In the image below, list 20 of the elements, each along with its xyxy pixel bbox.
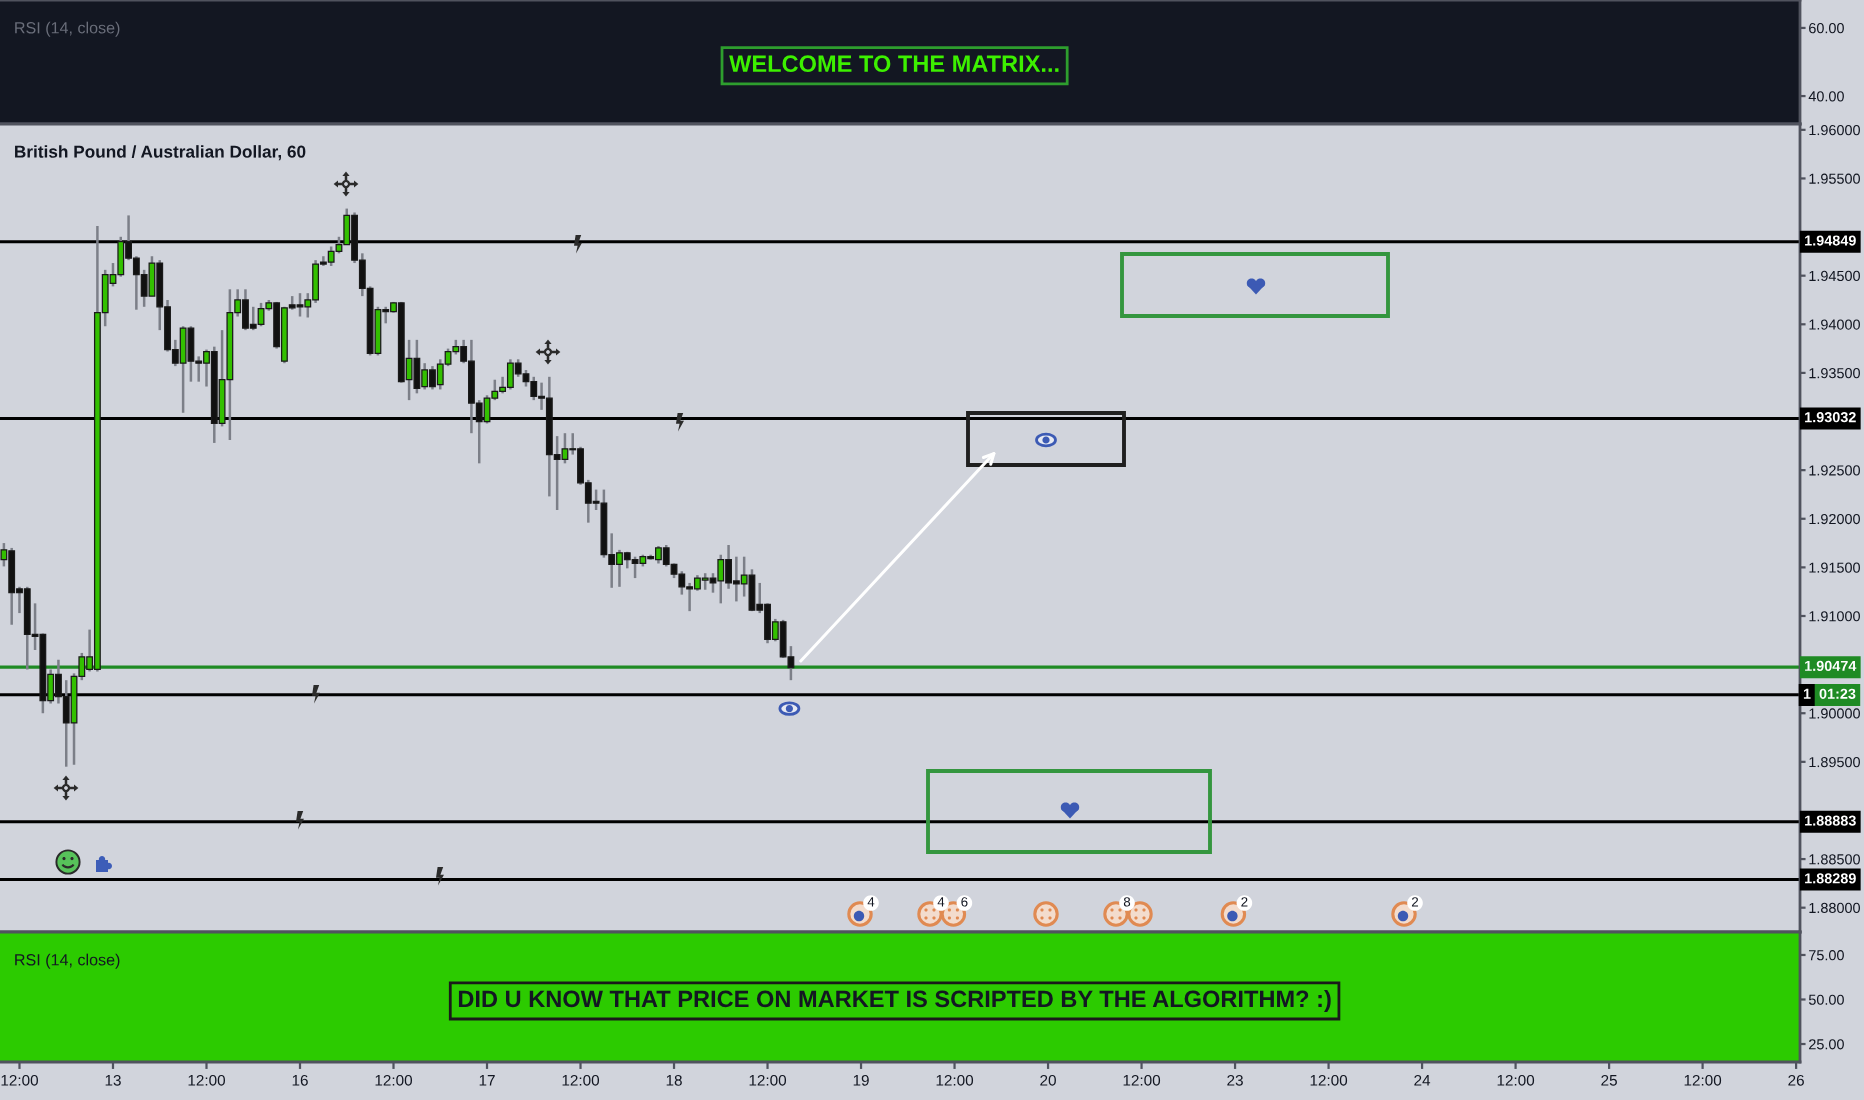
candlestick xyxy=(506,358,514,391)
candlestick xyxy=(8,546,16,626)
text: RSI (14, close) xyxy=(15,953,120,969)
candlestick xyxy=(429,364,436,391)
candlestick xyxy=(296,291,304,318)
candlestick xyxy=(249,305,257,332)
candlestick xyxy=(23,585,31,671)
annotation: DID U KNOW THAT PRICE ON MARKET IS SCRIPTED BY THE ALGORITHM? :) xyxy=(458,989,1331,1012)
candlestick xyxy=(242,288,249,332)
candlestick xyxy=(413,338,421,395)
candlestick xyxy=(187,324,195,383)
annotation: WELCOME TO THE MATRIX... xyxy=(729,55,1059,73)
candlestick xyxy=(179,324,187,415)
candlestick xyxy=(421,361,429,391)
candlestick xyxy=(327,245,335,268)
candlestick xyxy=(631,555,639,580)
candlestick xyxy=(530,375,538,402)
candlestick xyxy=(717,553,725,605)
text: British Pound / Australian Dollar, 60 xyxy=(15,145,306,161)
text: RSI (14, close) xyxy=(15,21,120,37)
